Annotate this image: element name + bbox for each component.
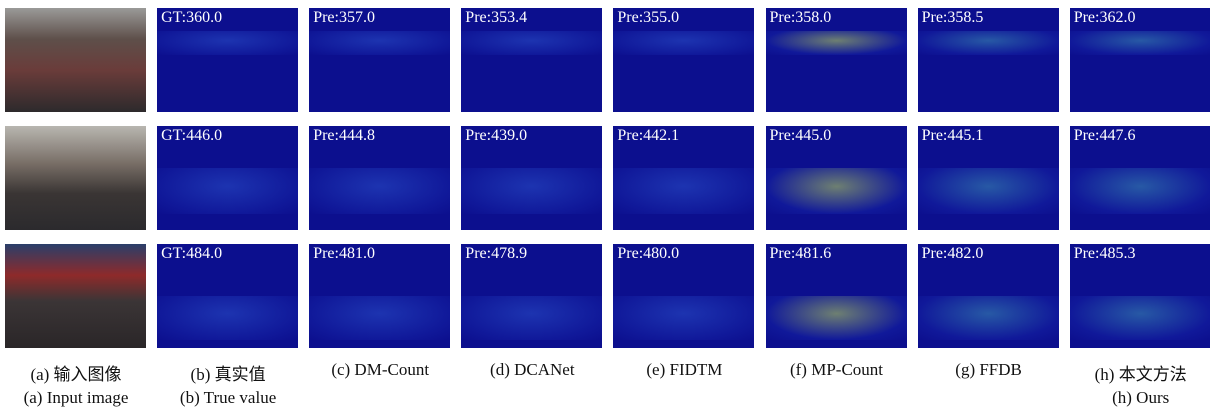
density-region: [613, 167, 755, 215]
density-region: [157, 30, 299, 55]
density-map: Pre:358.0: [765, 8, 907, 112]
count-label: Pre:358.5: [921, 9, 984, 26]
caption: (e) FIDTM: [646, 360, 723, 379]
density-region: [613, 30, 755, 55]
density-region: [917, 296, 1059, 340]
density-map: Pre:485.3: [1069, 244, 1210, 348]
count-label: Pre:355.0: [617, 9, 680, 26]
count-label: Pre:439.0: [465, 127, 528, 144]
density-map: Pre:480.0: [613, 244, 755, 348]
caption: (a) Input image: [23, 388, 129, 407]
density-region: [309, 296, 451, 340]
density-region: [1069, 296, 1210, 340]
count-label: GT:446.0: [161, 127, 223, 144]
caption: (d) DCANet: [490, 360, 575, 379]
density-map: Pre:445.1: [917, 126, 1059, 230]
density-map: Pre:442.1: [613, 126, 755, 230]
caption: (b) 真实值: [190, 365, 266, 384]
caption: (g) FFDB: [955, 360, 1022, 379]
input-image: [5, 8, 146, 112]
density-region: [917, 167, 1059, 215]
count-label: Pre:353.4: [465, 9, 528, 26]
density-region: [1069, 30, 1210, 55]
density-map: Pre:482.0: [917, 244, 1059, 348]
density-region: [917, 30, 1059, 55]
count-label: Pre:444.8: [313, 127, 375, 144]
count-label: Pre:481.6: [769, 245, 832, 262]
density-region: [461, 296, 603, 340]
density-region: [765, 296, 907, 340]
density-map: Pre:353.4: [461, 8, 603, 112]
caption: (h) 本文方法: [1094, 365, 1187, 384]
density-region: [157, 167, 299, 215]
density-map: Pre:478.9: [461, 244, 603, 348]
caption: (b) True value: [179, 388, 277, 407]
density-map: Pre:439.0: [461, 126, 603, 230]
density-map: Pre:358.5: [917, 8, 1059, 112]
count-label: Pre:478.9: [465, 245, 528, 262]
count-label: Pre:481.0: [313, 245, 375, 262]
density-map: Pre:447.6: [1069, 126, 1210, 230]
density-region: [157, 296, 299, 340]
density-region: [765, 30, 907, 55]
count-label: Pre:357.0: [313, 9, 375, 26]
caption: (h) Ours: [1112, 388, 1170, 407]
input-image: [5, 244, 146, 348]
density-region: [1069, 167, 1210, 215]
count-label: Pre:480.0: [617, 245, 680, 262]
density-region: [309, 167, 451, 215]
count-label: Pre:445.1: [921, 127, 984, 144]
density-map: Pre:444.8: [309, 126, 451, 230]
caption: (c) DM-Count: [331, 360, 430, 379]
count-label: GT:484.0: [161, 245, 223, 262]
density-map: Pre:445.0: [765, 126, 907, 230]
count-label: Pre:482.0: [921, 245, 984, 262]
density-map: GT:360.0: [157, 8, 299, 112]
density-map: Pre:362.0: [1069, 8, 1210, 112]
density-region: [461, 167, 603, 215]
density-map: Pre:357.0: [309, 8, 451, 112]
density-map: Pre:481.6: [765, 244, 907, 348]
density-region: [461, 30, 603, 55]
density-map: GT:484.0: [157, 244, 299, 348]
caption: (a) 输入图像: [30, 365, 122, 384]
density-map: GT:446.0: [157, 126, 299, 230]
count-label: Pre:447.6: [1073, 127, 1136, 144]
density-region: [765, 167, 907, 215]
caption: (f) MP-Count: [789, 360, 884, 379]
density-map: Pre:355.0: [613, 8, 755, 112]
count-label: Pre:362.0: [1073, 9, 1136, 26]
density-region: [309, 30, 451, 55]
input-image: [5, 126, 146, 230]
count-label: Pre:485.3: [1073, 245, 1136, 262]
density-map: Pre:481.0: [309, 244, 451, 348]
count-label: Pre:445.0: [769, 127, 832, 144]
count-label: Pre:442.1: [617, 127, 680, 144]
density-region: [613, 296, 755, 340]
count-label: GT:360.0: [161, 9, 223, 26]
count-label: Pre:358.0: [769, 9, 832, 26]
